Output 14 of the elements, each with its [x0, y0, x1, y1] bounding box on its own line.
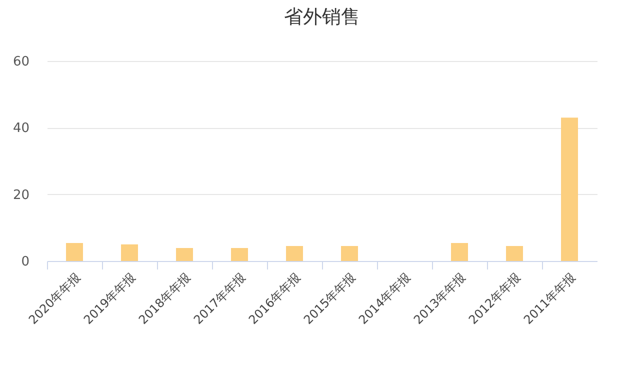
chart-title: 省外销售 — [284, 6, 360, 28]
bar — [121, 244, 138, 261]
bar — [561, 118, 578, 261]
bar — [286, 246, 303, 261]
bar — [231, 248, 248, 261]
bar — [66, 243, 83, 261]
y-tick-label: 20 — [12, 188, 30, 203]
y-tick-label: 40 — [12, 121, 30, 136]
bar — [176, 248, 193, 261]
bar — [506, 246, 523, 261]
y-tick-label: 0 — [21, 254, 30, 270]
bar — [341, 246, 358, 261]
bar — [451, 243, 468, 261]
y-tick-label: 60 — [12, 54, 30, 70]
